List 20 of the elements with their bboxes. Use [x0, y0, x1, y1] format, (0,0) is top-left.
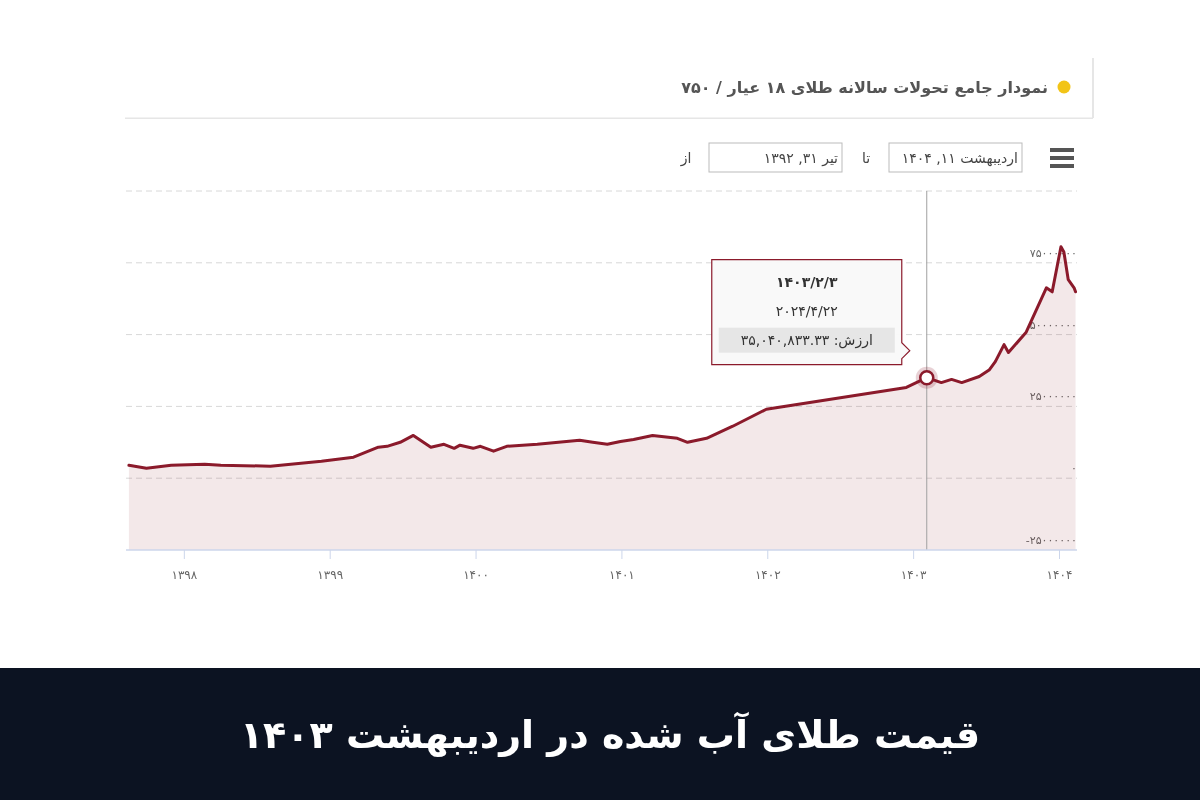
text: قیمت طلای آب شده در اردیبهشت ۱۴۰۳ — [239, 711, 981, 757]
text: اردیبهشت ۱۱, ۱۴۰۴ — [901, 150, 1018, 167]
x-tick-label: ۱۴۰۳ — [900, 568, 928, 582]
y-tick-label: ۵۰۰۰۰۰۰۰ — [1029, 318, 1077, 332]
x-tick-label: ۱۴۰۱ — [609, 568, 635, 582]
annotation: ارزش: ۳۵,۰۴۰,۸۳۳.۳۳ — [740, 331, 873, 349]
text: از — [679, 150, 692, 167]
x-tick-label: ۱۴۰۴ — [1046, 568, 1073, 582]
y-tick-label: ۲۵۰۰۰۰۰۰ — [1029, 390, 1077, 404]
annotation: ۱۴۰۳/۲/۳ — [776, 273, 838, 290]
annotation: ۲۰۲۴/۴/۲۲ — [775, 302, 838, 319]
x-tick-label: ۱۳۹۸ — [171, 568, 198, 582]
y-tick-label: -۲۵۰۰۰۰۰۰ — [1025, 534, 1077, 547]
chart-title: نمودار جامع تحولات سالانه طلای ۱۸ عیار / ۷۵۰ — [681, 78, 1048, 97]
x-tick-label: ۱۴۰۲ — [754, 568, 781, 582]
text: تا — [861, 150, 871, 166]
text: تیر ۳۱, ۱۳۹۲ — [763, 150, 839, 167]
y-tick-label: ۰ — [1071, 462, 1077, 476]
x-tick-label: ۱۴۰۰ — [463, 568, 489, 582]
x-tick-label: ۱۳۹۹ — [317, 568, 344, 582]
